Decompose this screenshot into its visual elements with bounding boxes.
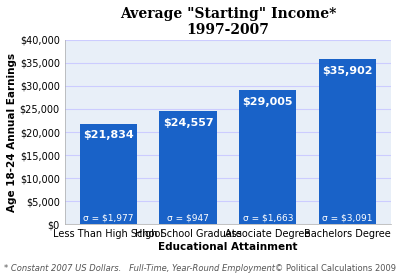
X-axis label: Educational Attainment: Educational Attainment xyxy=(158,242,298,252)
Text: $29,005: $29,005 xyxy=(242,97,293,107)
Text: $35,902: $35,902 xyxy=(322,65,373,76)
Text: σ = $1,977: σ = $1,977 xyxy=(83,214,134,223)
Y-axis label: Age 18-24 Annual Earnings: Age 18-24 Annual Earnings xyxy=(7,52,17,212)
Bar xyxy=(159,111,217,224)
Text: σ = $947: σ = $947 xyxy=(167,214,209,223)
Text: σ = $1,663: σ = $1,663 xyxy=(242,214,293,223)
Text: $24,557: $24,557 xyxy=(163,118,213,128)
Bar xyxy=(239,90,296,224)
Title: Average "Starting" Income*
1997-2007: Average "Starting" Income* 1997-2007 xyxy=(120,7,336,37)
Text: * Constant 2007 US Dollars.   Full-Time, Year-Round Employment: * Constant 2007 US Dollars. Full-Time, Y… xyxy=(4,264,275,273)
Text: © Political Calculations 2009: © Political Calculations 2009 xyxy=(275,264,396,273)
Text: σ = $3,091: σ = $3,091 xyxy=(322,214,373,223)
Bar xyxy=(319,59,376,224)
Bar xyxy=(80,124,137,224)
Text: $21,834: $21,834 xyxy=(83,130,134,141)
